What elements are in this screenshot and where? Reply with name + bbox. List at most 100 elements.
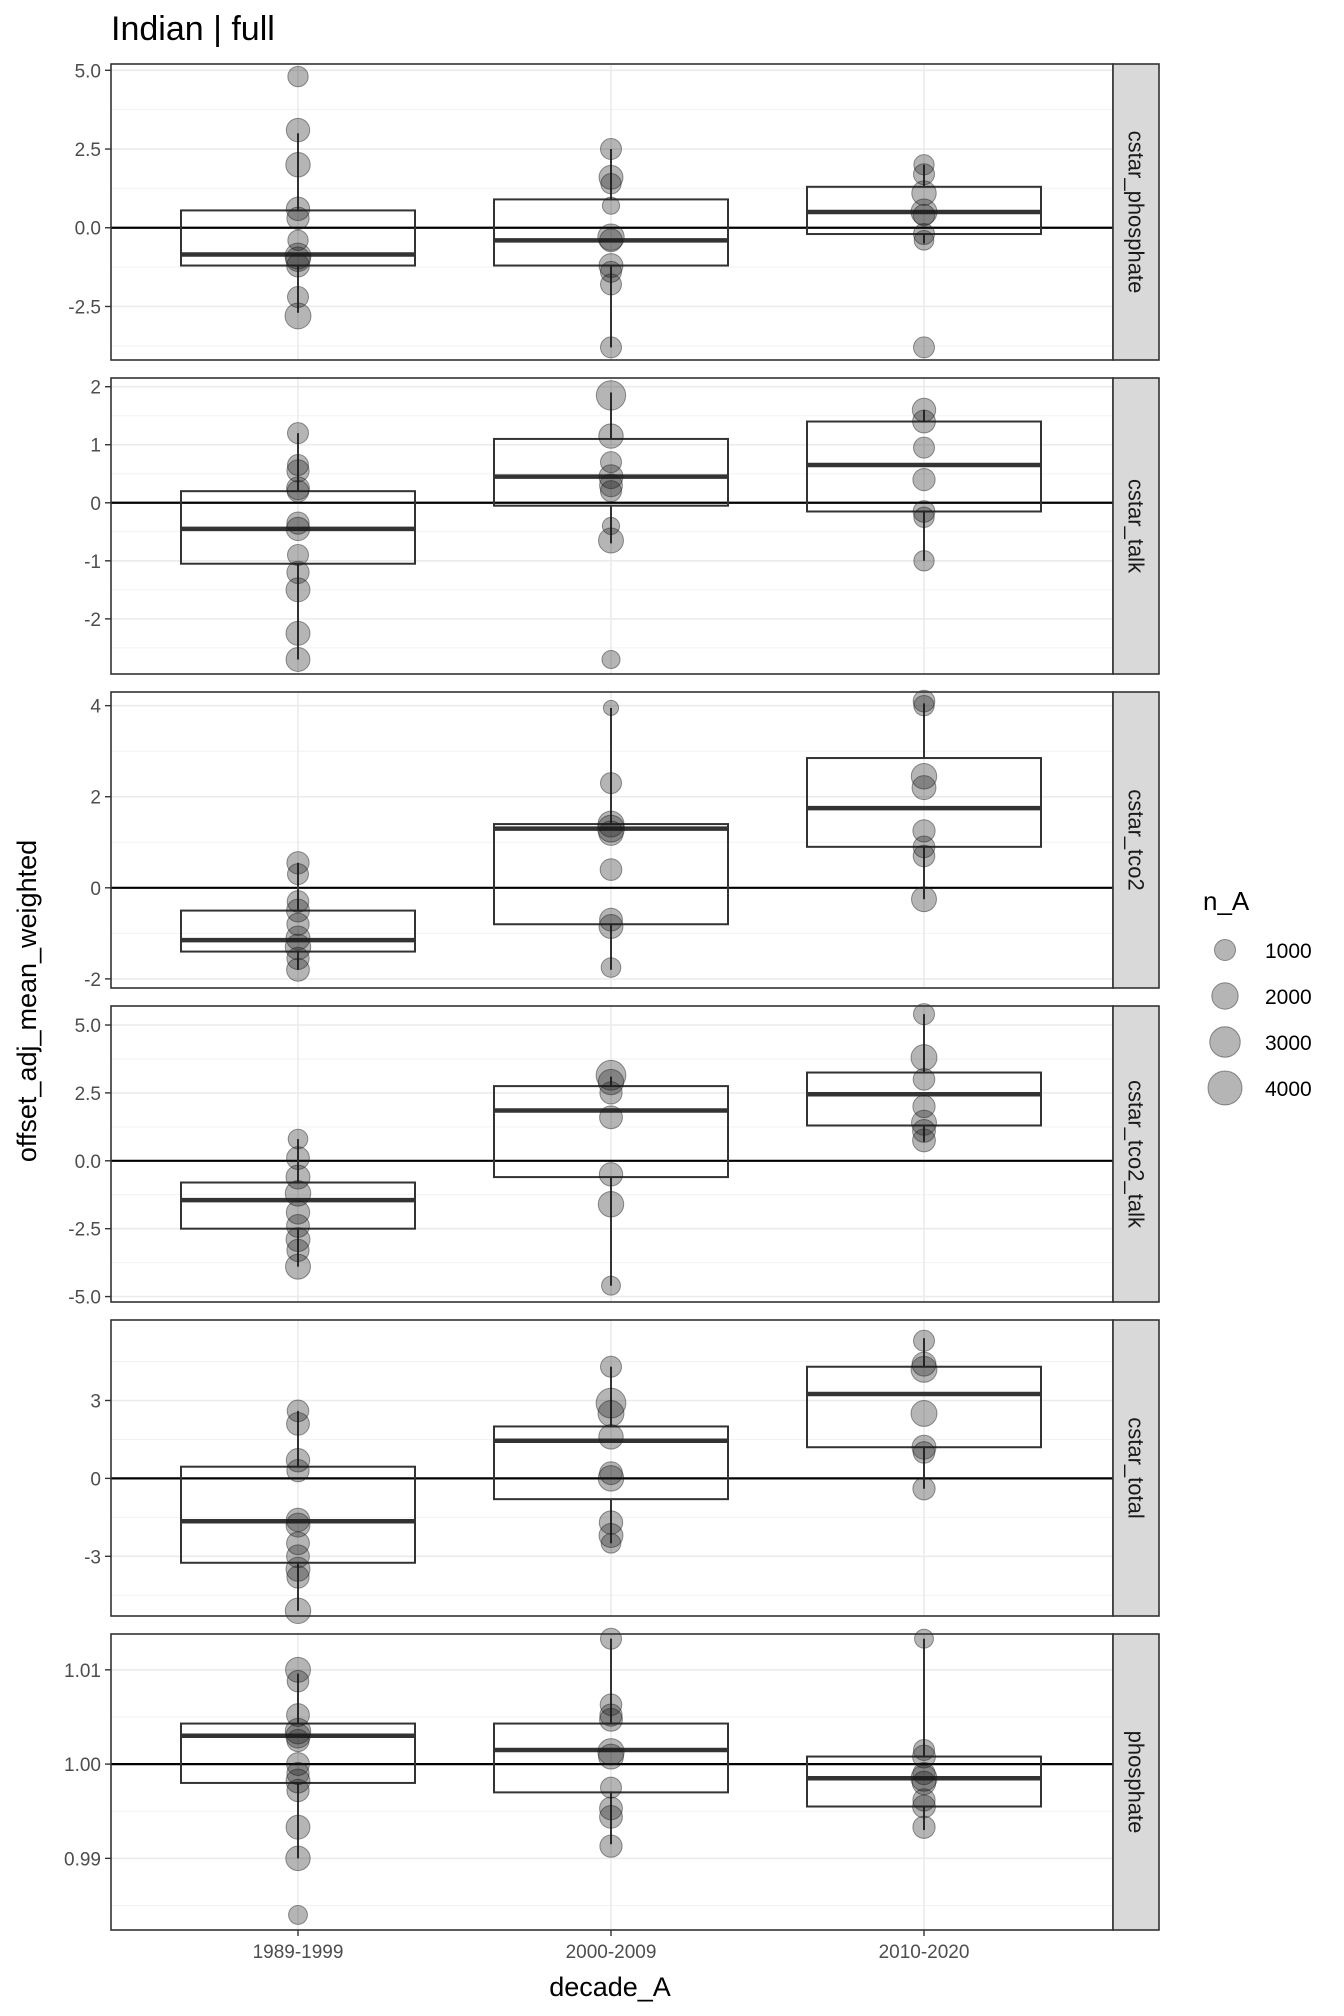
data-point [285, 1512, 311, 1538]
box-1989-1999 [180, 1139, 416, 1267]
box-iqr [180, 209, 416, 267]
data-point [286, 912, 310, 936]
data-point [912, 1788, 936, 1812]
data-point [287, 454, 309, 477]
legend-title: n_A [1203, 886, 1250, 916]
data-point [914, 1628, 934, 1649]
data-point [286, 1761, 310, 1786]
data-point [910, 763, 938, 790]
data-point [286, 560, 310, 585]
box-1989-1999 [180, 1410, 416, 1611]
box-2010-2020 [806, 1638, 1042, 1831]
data-point [600, 1627, 622, 1650]
box-1989-1999 [180, 862, 416, 970]
y-tick-label: 5.0 [75, 1016, 101, 1037]
data-point [599, 1804, 623, 1829]
data-point [598, 1743, 624, 1770]
data-point [598, 1510, 624, 1535]
data-point [599, 907, 623, 932]
data-point [286, 1703, 310, 1727]
data-point [910, 1764, 938, 1792]
data-point [913, 1003, 935, 1026]
data-point [286, 890, 310, 913]
data-point [600, 138, 622, 161]
facet-panel-cstar_total: -3 0 3 cstar_total [84, 1319, 1160, 1625]
data-point [600, 772, 622, 795]
data-point [600, 273, 622, 296]
data-point [286, 479, 310, 503]
box-1989-1999 [180, 1673, 416, 1859]
data-point [910, 198, 938, 226]
data-point [602, 699, 620, 716]
data-point [913, 506, 935, 528]
data-point [912, 1477, 936, 1501]
legend-label: 4000 [1265, 1078, 1312, 1101]
data-point [597, 1738, 625, 1766]
data-point [599, 1796, 623, 1821]
y-tick-label: -1 [84, 552, 101, 573]
data-point [599, 1081, 623, 1105]
y-tick-label: 5.0 [75, 61, 101, 82]
y-tick-label: 0 [90, 1469, 101, 1490]
box-iqr [493, 1425, 729, 1501]
data-point [286, 1238, 310, 1263]
data-point [599, 1461, 623, 1486]
data-point [599, 1834, 623, 1858]
data-point [912, 500, 936, 523]
data-point [598, 423, 624, 449]
data-point [285, 196, 311, 222]
data-point [285, 1556, 311, 1582]
data-point [286, 511, 310, 535]
data-point [284, 1180, 312, 1207]
legend-key [1211, 982, 1239, 1010]
facet-panel-phosphate: 0.99 1.00 1.01 phosphate [64, 1627, 1160, 1931]
data-point [599, 1693, 623, 1717]
x-tick-label: 2010-2020 [879, 1942, 970, 1963]
facet-panel-cstar_tco2_talk: -5.0 -2.5 0.0 2.5 5.0 cstar_tco2_talk [68, 1003, 1160, 1309]
data-point [285, 1253, 311, 1280]
data-point [284, 242, 312, 270]
data-point [600, 480, 622, 503]
data-point [287, 544, 309, 567]
data-point [600, 1776, 622, 1799]
data-point [285, 1656, 311, 1683]
y-tick-label: -5.0 [68, 1288, 101, 1309]
data-point [285, 117, 311, 143]
data-point [913, 230, 935, 251]
data-point [286, 946, 310, 971]
data-point [912, 1094, 936, 1119]
data-point [597, 1465, 625, 1492]
data-point [912, 1761, 936, 1786]
data-point [285, 152, 311, 178]
data-point [286, 1531, 310, 1556]
data-point [598, 1424, 624, 1450]
data-point [284, 933, 312, 961]
data-point [910, 1044, 938, 1072]
box-iqr [493, 823, 729, 926]
data-point [286, 1778, 310, 1803]
box-iqr [806, 1755, 1042, 1808]
facet-strip-label: cstar_talk [1124, 479, 1149, 574]
data-point [600, 260, 622, 283]
y-tick-label: 0.99 [64, 1849, 101, 1870]
data-point [287, 229, 309, 252]
legend-label: 3000 [1265, 1032, 1312, 1055]
data-point [599, 1703, 623, 1727]
box-iqr [180, 1181, 416, 1230]
data-point [601, 196, 621, 215]
y-tick-label: 1 [90, 436, 101, 457]
data-point [912, 1068, 936, 1091]
data-point [600, 1355, 622, 1378]
box-2010-2020 [806, 164, 1042, 244]
box-1989-1999 [180, 133, 416, 313]
data-point [285, 246, 311, 272]
data-point [286, 957, 310, 982]
data-point [597, 1191, 625, 1218]
data-point [287, 1128, 309, 1150]
data-point [601, 1275, 621, 1296]
box-2010-2020 [806, 703, 1042, 900]
data-point [911, 1434, 937, 1460]
box-2010-2020 [806, 1014, 1042, 1142]
legend-key [1214, 939, 1236, 961]
data-point [288, 1904, 308, 1925]
